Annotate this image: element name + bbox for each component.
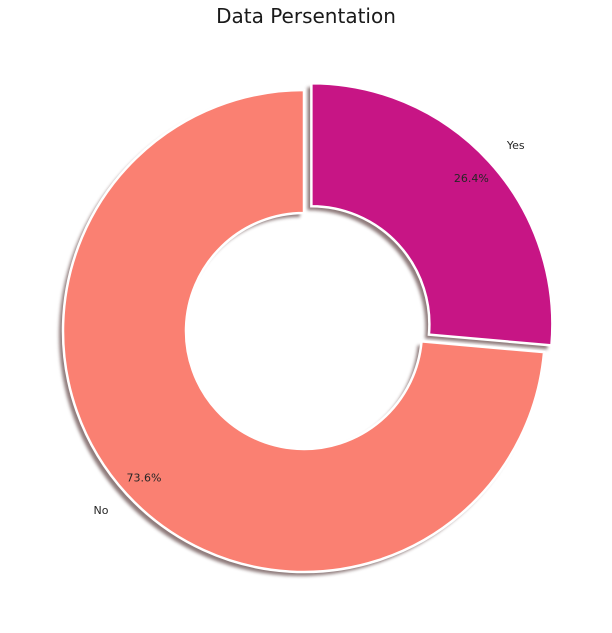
- chart-title: Data Persentation: [216, 4, 396, 28]
- slice-label-no: No: [94, 504, 109, 517]
- slice-label-yes: Yes: [506, 139, 525, 152]
- slice-no: [61, 88, 546, 574]
- pct-label-no: 73.6%: [127, 471, 162, 484]
- slice-yes: [310, 81, 554, 347]
- pct-label-yes: 26.4%: [454, 172, 489, 185]
